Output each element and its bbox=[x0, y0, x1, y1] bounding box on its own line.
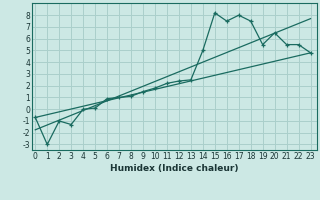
X-axis label: Humidex (Indice chaleur): Humidex (Indice chaleur) bbox=[110, 164, 238, 173]
